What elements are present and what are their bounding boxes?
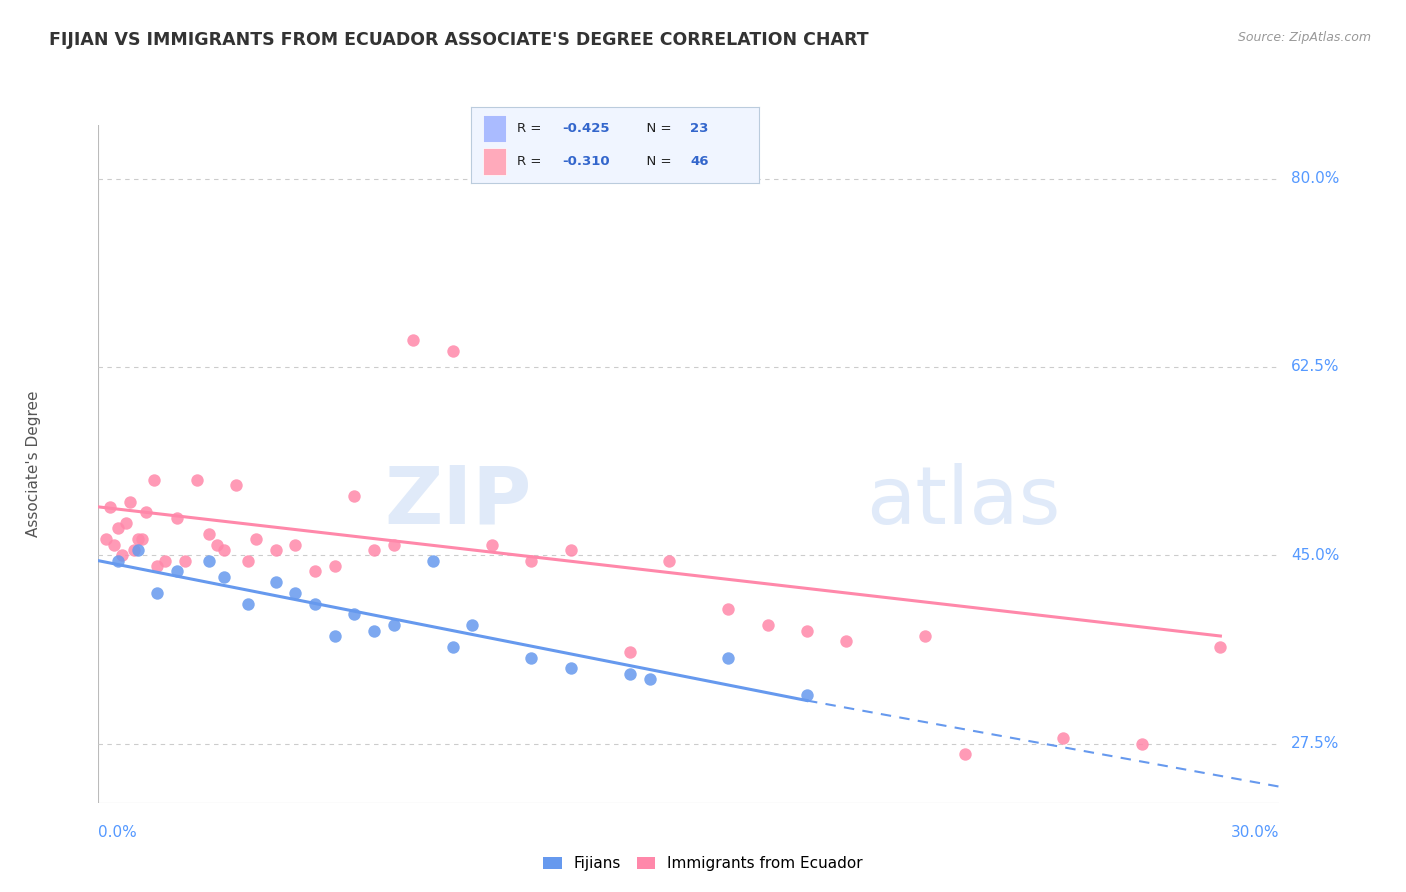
Point bbox=[304, 565, 326, 579]
Point bbox=[225, 478, 247, 492]
Point bbox=[402, 333, 425, 347]
Point bbox=[98, 500, 121, 514]
Point bbox=[343, 607, 366, 622]
Point bbox=[953, 747, 976, 762]
Text: -0.310: -0.310 bbox=[562, 155, 609, 168]
Point bbox=[382, 618, 405, 632]
Point bbox=[166, 565, 188, 579]
Legend: Fijians, Immigrants from Ecuador: Fijians, Immigrants from Ecuador bbox=[537, 850, 869, 877]
Text: R =: R = bbox=[517, 155, 546, 168]
Text: N =: N = bbox=[638, 155, 676, 168]
FancyBboxPatch shape bbox=[482, 115, 506, 142]
Text: atlas: atlas bbox=[866, 463, 1060, 541]
Point bbox=[914, 629, 936, 643]
Point bbox=[717, 602, 740, 616]
Text: Associate's Degree: Associate's Degree bbox=[25, 391, 41, 537]
Point bbox=[422, 554, 444, 568]
Point bbox=[127, 532, 149, 546]
Text: 80.0%: 80.0% bbox=[1291, 171, 1340, 186]
Point bbox=[638, 672, 661, 686]
Point bbox=[146, 559, 169, 574]
Point bbox=[127, 543, 149, 558]
Text: Source: ZipAtlas.com: Source: ZipAtlas.com bbox=[1237, 31, 1371, 45]
Point bbox=[107, 554, 129, 568]
Point bbox=[122, 543, 145, 558]
Point bbox=[1130, 737, 1153, 751]
Text: FIJIAN VS IMMIGRANTS FROM ECUADOR ASSOCIATE'S DEGREE CORRELATION CHART: FIJIAN VS IMMIGRANTS FROM ECUADOR ASSOCI… bbox=[49, 31, 869, 49]
Point bbox=[236, 554, 259, 568]
Point bbox=[103, 537, 125, 551]
Point bbox=[284, 586, 307, 600]
Point bbox=[461, 618, 484, 632]
Text: N =: N = bbox=[638, 122, 676, 135]
Point bbox=[796, 624, 818, 638]
Point bbox=[186, 473, 208, 487]
Point bbox=[197, 526, 219, 541]
Text: ZIP: ZIP bbox=[384, 463, 531, 541]
Point bbox=[441, 640, 464, 654]
Point bbox=[520, 650, 543, 665]
Point bbox=[717, 650, 740, 665]
FancyBboxPatch shape bbox=[482, 148, 506, 175]
Point bbox=[363, 624, 385, 638]
Point bbox=[343, 489, 366, 503]
Point bbox=[363, 543, 385, 558]
Point bbox=[323, 559, 346, 574]
Text: 45.0%: 45.0% bbox=[1291, 548, 1340, 563]
Point bbox=[205, 537, 228, 551]
Point bbox=[264, 575, 287, 590]
Point bbox=[264, 543, 287, 558]
Point bbox=[197, 554, 219, 568]
Point bbox=[619, 666, 641, 681]
Point bbox=[560, 661, 582, 675]
Point bbox=[382, 537, 405, 551]
Point bbox=[796, 688, 818, 702]
Point bbox=[135, 505, 157, 519]
Point bbox=[284, 537, 307, 551]
Point bbox=[166, 510, 188, 524]
Text: 27.5%: 27.5% bbox=[1291, 736, 1340, 751]
Point bbox=[304, 597, 326, 611]
Point bbox=[107, 521, 129, 535]
Point bbox=[756, 618, 779, 632]
Text: 62.5%: 62.5% bbox=[1291, 359, 1340, 375]
Point bbox=[835, 634, 858, 648]
Point bbox=[115, 516, 138, 530]
Point bbox=[441, 343, 464, 358]
Text: -0.425: -0.425 bbox=[562, 122, 609, 135]
Point bbox=[118, 494, 141, 508]
Point bbox=[560, 543, 582, 558]
Point bbox=[323, 629, 346, 643]
Point bbox=[481, 537, 503, 551]
Point bbox=[1052, 731, 1074, 746]
Point bbox=[146, 586, 169, 600]
Point bbox=[236, 597, 259, 611]
Point bbox=[131, 532, 153, 546]
Point bbox=[142, 473, 165, 487]
Text: 23: 23 bbox=[690, 122, 709, 135]
Point bbox=[96, 532, 118, 546]
Point bbox=[174, 554, 197, 568]
Text: 0.0%: 0.0% bbox=[98, 825, 138, 840]
Point bbox=[658, 554, 681, 568]
Text: 46: 46 bbox=[690, 155, 709, 168]
Point bbox=[245, 532, 267, 546]
Point bbox=[520, 554, 543, 568]
Point bbox=[214, 543, 236, 558]
Point bbox=[1209, 640, 1232, 654]
Point bbox=[619, 645, 641, 659]
Point bbox=[155, 554, 177, 568]
Text: 30.0%: 30.0% bbox=[1232, 825, 1279, 840]
Point bbox=[214, 570, 236, 584]
Text: R =: R = bbox=[517, 122, 546, 135]
Point bbox=[111, 549, 134, 563]
